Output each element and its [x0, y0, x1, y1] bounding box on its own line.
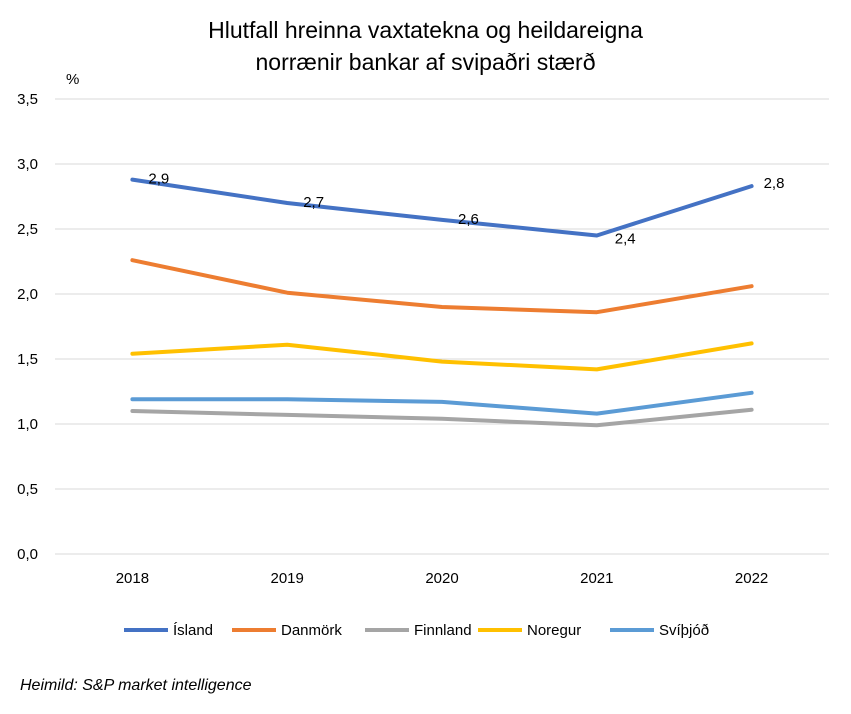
legend: Ísland Danmörk Finnland Noregur Svíþjóð: [124, 622, 709, 639]
y-tick-label: 0,5: [17, 481, 38, 498]
y-tick-label: 0,0: [17, 546, 38, 563]
series-line: [130, 177, 754, 238]
data-label: 2,9: [148, 171, 169, 188]
y-axis-label: %: [66, 71, 79, 88]
x-tick-label: 2021: [580, 570, 613, 587]
chart-title: Hlutfall hreinna vaxtatekna og heildarei…: [0, 14, 851, 78]
series-line: [130, 390, 754, 416]
legend-entry: Noregur: [527, 622, 581, 639]
data-labels: 2,9 2,7 2,6 2,4 2,8: [148, 171, 784, 248]
chart-title-line-1: Hlutfall hreinna vaxtatekna og heildarei…: [208, 17, 643, 43]
legend-entry: Finnland: [414, 622, 472, 639]
y-tick-label: 1,0: [17, 416, 38, 433]
chart-title-line-2: norrænir bankar af svipaðri stærð: [255, 49, 596, 75]
x-axis-ticks: 2018 2019 2020 2021 2022: [116, 570, 769, 587]
legend-entry: Ísland: [173, 622, 213, 639]
y-tick-label: 3,0: [17, 156, 38, 173]
x-tick-label: 2018: [116, 570, 149, 587]
y-tick-label: 3,5: [17, 91, 38, 108]
x-tick-label: 2022: [735, 570, 768, 587]
y-tick-label: 2,0: [17, 286, 38, 303]
x-tick-label: 2020: [425, 570, 458, 587]
series-lines: [130, 177, 754, 428]
y-tick-label: 1,5: [17, 351, 38, 368]
legend-entry: Svíþjóð: [659, 622, 709, 639]
series-line: [130, 258, 754, 315]
legend-entry: Danmörk: [281, 622, 342, 639]
y-axis-ticks: 0,0 0,5 1,0 1,5 2,0 2,5 3,0 3,5: [17, 91, 38, 563]
gridlines: [55, 98, 829, 555]
series-line: [130, 341, 754, 372]
data-label: 2,8: [764, 175, 785, 192]
data-label: 2,4: [615, 231, 636, 248]
y-tick-label: 2,5: [17, 221, 38, 238]
data-label: 2,6: [458, 211, 479, 228]
source-note: Heimild: S&P market intelligence: [20, 677, 252, 694]
x-tick-label: 2019: [271, 570, 304, 587]
data-label: 2,7: [303, 194, 324, 211]
series-line: [130, 407, 754, 428]
